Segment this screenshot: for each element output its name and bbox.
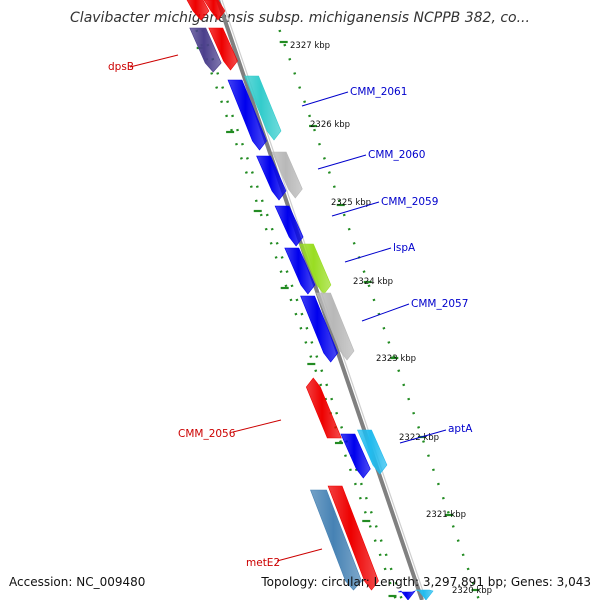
gene-bottom-blue	[398, 590, 416, 600]
gene-label-leader	[232, 419, 282, 433]
kbp-label: 2324 kbp	[353, 277, 393, 287]
gene-label: dpsB	[108, 61, 134, 73]
gene-top-red	[186, 0, 210, 21]
kbp-label: 2326 kbp	[310, 120, 350, 130]
gene-aptA-blue	[340, 433, 371, 479]
kbp-label: 2325 kbp	[331, 198, 371, 208]
gene-label-leader	[301, 91, 349, 107]
inner-dotted-track-2	[201, 29, 404, 600]
gene-label: metE2	[246, 557, 280, 569]
gene-CMM_2061-cyan	[244, 75, 282, 141]
gene-lspA	[298, 243, 332, 295]
gene-CMM_2057-blue	[300, 295, 339, 363]
gene-label: lspA	[393, 242, 416, 254]
gene-CMM_2059-blue	[274, 205, 304, 247]
gene-label-leader	[399, 429, 447, 444]
gene-label: aptA	[448, 423, 473, 435]
gene-CMM_2056	[305, 377, 342, 439]
gene-metE2	[327, 485, 379, 591]
map-title: Clavibacter michiganensis subsp. michiga…	[70, 10, 530, 26]
gene-label-leader	[317, 154, 367, 170]
gene-dpsB-red	[208, 27, 238, 71]
gene-label: CMM_2060	[368, 149, 425, 161]
gene-metE2-steel	[310, 489, 362, 591]
gene-lspA-blue	[284, 247, 316, 295]
gene-label-leader	[129, 54, 179, 68]
gene-label-leader	[361, 303, 410, 322]
gene-bottom-aqua	[415, 589, 434, 600]
gene-CMM_2057-gray	[316, 292, 355, 361]
gene-top-red-2	[203, 0, 226, 21]
gene-label-leader	[344, 247, 392, 263]
gene-CMM_2060-blue	[256, 155, 287, 201]
gene-label: CMM_2057	[411, 298, 468, 310]
gene-dpsB-purple	[189, 27, 222, 73]
accession-label: Accession: NC_009480	[9, 575, 146, 589]
gene-label: CMM_2056	[178, 428, 236, 440]
kbp-label: 2323 kbp	[376, 354, 416, 364]
inner-dotted-track	[195, 29, 398, 600]
gene-CMM_2061-blue	[227, 79, 267, 151]
kbp-label: 2327 kbp	[290, 41, 330, 51]
gene-label: CMM_2061	[350, 86, 407, 98]
gene-CMM_2060-gray	[271, 151, 303, 199]
kbp-label: 2320 kbp	[452, 586, 492, 596]
kbp-label: 2321 kbp	[426, 510, 466, 520]
topology-label: Topology: circular; Length: 3,297,891 bp…	[261, 575, 591, 589]
gene-label-leader	[331, 201, 380, 217]
gene-label: CMM_2059	[381, 196, 438, 208]
gene-label-leader	[276, 548, 323, 562]
gene-aptA	[357, 429, 388, 475]
